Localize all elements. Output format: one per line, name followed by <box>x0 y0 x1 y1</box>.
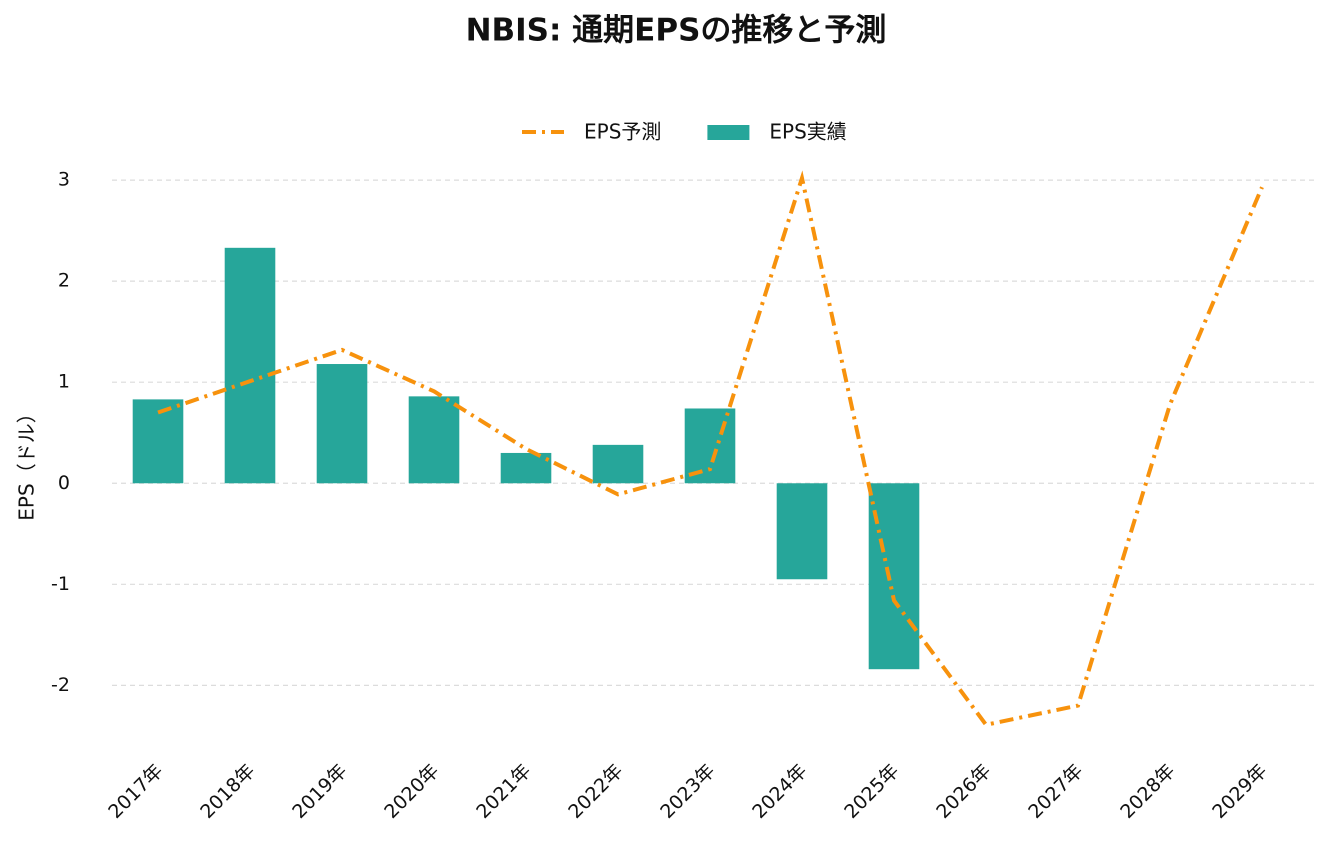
y-tick-label: 1 <box>58 371 70 393</box>
legend-label: EPS実績 <box>769 120 846 144</box>
y-tick-label: 2 <box>58 270 70 292</box>
x-tick-label: 2028年 <box>1116 760 1179 823</box>
y-tick-label: -1 <box>51 573 70 595</box>
x-tick-label: 2023年 <box>656 760 719 823</box>
bar <box>408 396 460 484</box>
legend-label: EPS予測 <box>584 120 661 144</box>
bar <box>776 483 828 580</box>
bar <box>316 364 368 484</box>
x-tick-label: 2020年 <box>380 760 443 823</box>
bar <box>500 452 552 484</box>
y-tick-label: -2 <box>51 674 70 696</box>
bar <box>592 444 644 484</box>
x-tick-label: 2025年 <box>840 760 903 823</box>
y-axis-label: EPS（ドル） <box>15 403 39 520</box>
y-tick-label: 3 <box>58 169 70 191</box>
x-tick-label: 2017年 <box>104 760 167 823</box>
x-tick-label: 2024年 <box>748 760 811 823</box>
x-tick-label: 2022年 <box>564 760 627 823</box>
chart-title: NBIS: 通期EPSの推移と予測 <box>466 13 887 49</box>
x-tick-label: 2027年 <box>1024 760 1087 823</box>
x-tick-label: 2018年 <box>196 760 259 823</box>
x-tick-label: 2029年 <box>1208 760 1271 823</box>
bar <box>132 399 184 484</box>
x-tick-label: 2019年 <box>288 760 351 823</box>
bar <box>224 247 276 484</box>
legend-swatch <box>707 125 750 140</box>
forecast-line <box>157 170 1264 727</box>
x-tick-label: 2026年 <box>932 760 995 823</box>
x-tick-label: 2021年 <box>472 760 535 823</box>
y-tick-label: 0 <box>58 472 70 494</box>
